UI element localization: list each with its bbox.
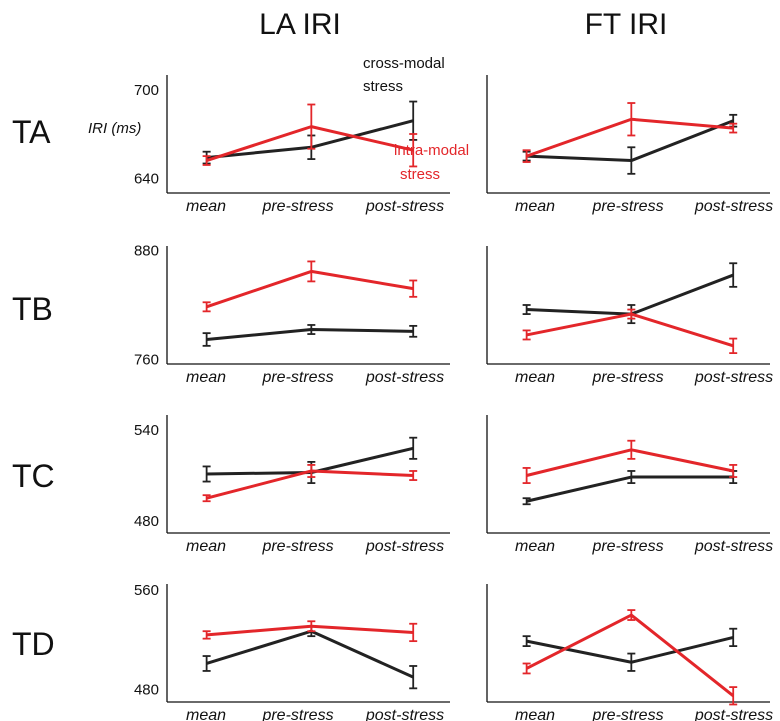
category-label-mean: mean [515, 707, 555, 721]
series-line-intra-modal [525, 613, 735, 697]
category-label-mean: mean [515, 538, 555, 555]
row-label-ta: TA [12, 114, 51, 150]
y-tick-label: 640 [134, 170, 159, 187]
y-tick-label: 480 [134, 682, 159, 699]
category-label-mean: mean [186, 707, 226, 721]
y-tick-label: 880 [134, 243, 159, 260]
category-label-pre-stress: pre-stress [591, 707, 663, 721]
series-line-cross-modal [526, 635, 734, 664]
panel-tc-la: 540 480 mean pre-stress post-stress [134, 415, 450, 555]
y-tick-label: 560 [134, 582, 159, 599]
series-line-cross-modal [526, 475, 734, 503]
series-line-intra-modal [206, 269, 414, 309]
category-label-mean: mean [186, 369, 226, 386]
category-label-post-stress: post-stress [694, 707, 773, 721]
panels: 700 640 mean pre-stress post-stress mean pre-s… [134, 75, 773, 721]
row-label-td: TD [12, 626, 55, 662]
category-label-pre-stress: pre-stress [261, 538, 333, 555]
y-tick-label: 480 [134, 513, 159, 530]
panel-ta-ft: mean pre-stress post-stress [486, 75, 773, 215]
category-label-post-stress: post-stress [365, 707, 444, 721]
category-label-pre-stress: pre-stress [261, 369, 333, 386]
series-line-intra-modal [526, 117, 734, 158]
series-line-intra-modal [206, 469, 414, 500]
intra-modal-annotation-line2: stress [400, 166, 440, 183]
cross-modal-annotation-line1: cross-modal [363, 55, 445, 72]
category-label-pre-stress: pre-stress [591, 198, 663, 215]
panel-tc-ft: mean pre-stress post-stress [486, 415, 773, 555]
y-tick-label: 760 [134, 351, 159, 368]
row-label-tb: TB [12, 291, 53, 327]
category-label-pre-stress: pre-stress [591, 369, 663, 386]
category-label-post-stress: post-stress [694, 369, 773, 386]
panel-ta-la: 700 640 mean pre-stress post-stress [134, 75, 450, 215]
intra-modal-annotation-line1: intra-modal [394, 142, 469, 159]
panel-tb-ft: mean pre-stress post-stress [486, 246, 773, 386]
y-tick-label: 540 [134, 422, 159, 439]
y-tick-label: 700 [134, 82, 159, 99]
category-label-mean: mean [186, 538, 226, 555]
row-label-tc: TC [12, 458, 55, 494]
column-title-la-iri: LA IRI [259, 8, 341, 41]
category-label-post-stress: post-stress [365, 369, 444, 386]
category-label-post-stress: post-stress [694, 538, 773, 555]
category-label-mean: mean [186, 198, 226, 215]
column-title-ft-iri: FT IRI [585, 8, 668, 41]
category-label-post-stress: post-stress [365, 198, 444, 215]
cross-modal-annotation-line2: stress [363, 78, 403, 95]
category-label-pre-stress: pre-stress [591, 538, 663, 555]
category-label-pre-stress: pre-stress [261, 198, 333, 215]
panel-td-ft: mean pre-stress post-stress [486, 584, 773, 721]
category-label-post-stress: post-stress [365, 538, 444, 555]
panel-td-la: 560 480 mean pre-stress post-stress [134, 582, 450, 721]
y-axis-label: IRI (ms) [88, 120, 141, 137]
category-label-mean: mean [515, 369, 555, 386]
panel-tb-la: 880 760 mean pre-stress post-stress [134, 243, 450, 386]
category-label-post-stress: post-stress [694, 198, 773, 215]
series-line-cross-modal [526, 273, 734, 316]
category-label-mean: mean [515, 198, 555, 215]
series-line-cross-modal [206, 629, 414, 679]
category-label-pre-stress: pre-stress [261, 707, 333, 721]
